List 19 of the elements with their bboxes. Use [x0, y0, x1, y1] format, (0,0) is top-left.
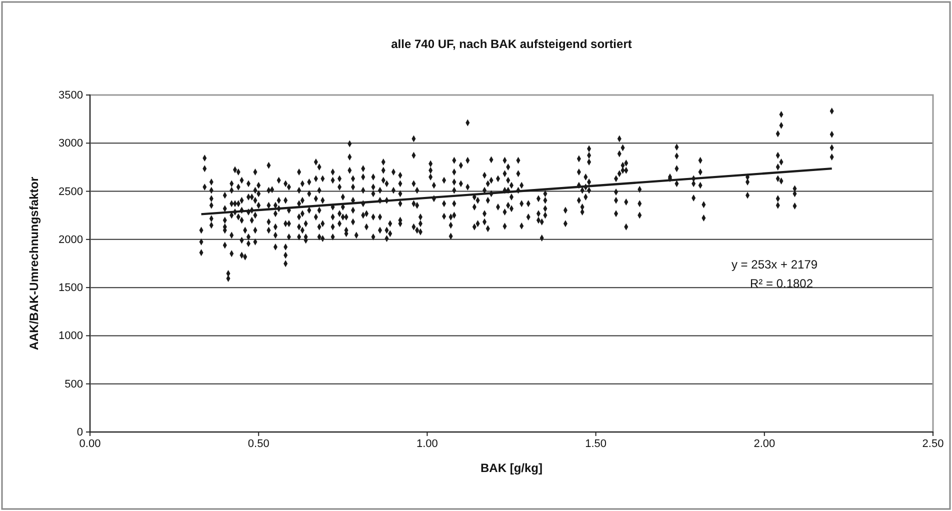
chart-title: alle 740 UF, nach BAK aufsteigend sortiert — [391, 37, 632, 51]
y-tick-label: 1500 — [58, 282, 83, 294]
x-tick-label: 2.00 — [754, 438, 776, 450]
annotation: y = 253x + 2179 — [731, 258, 818, 272]
y-tick-label: 0 — [76, 426, 83, 439]
y-tick-label: 1000 — [58, 330, 83, 342]
y-tick-label: 500 — [64, 378, 83, 390]
y-tick-label: 3000 — [58, 138, 83, 150]
y-tick-label: 2500 — [58, 186, 83, 198]
x-tick-label: 2.50 — [922, 438, 944, 450]
y-tick-label: 2000 — [58, 234, 83, 246]
x-tick-label: 0.00 — [79, 438, 101, 450]
annotation: R² = 0.1802 — [750, 276, 814, 291]
y-axis-title: AAK/BAK-Umrechnungsfaktor — [27, 176, 41, 350]
x-axis-title: BAK [g/kg] — [480, 461, 542, 475]
x-tick-label: 0.50 — [248, 438, 270, 450]
x-tick-label: 1.50 — [585, 438, 607, 450]
y-tick-label: 3500 — [58, 90, 83, 102]
x-tick-label: 1.00 — [416, 438, 438, 450]
